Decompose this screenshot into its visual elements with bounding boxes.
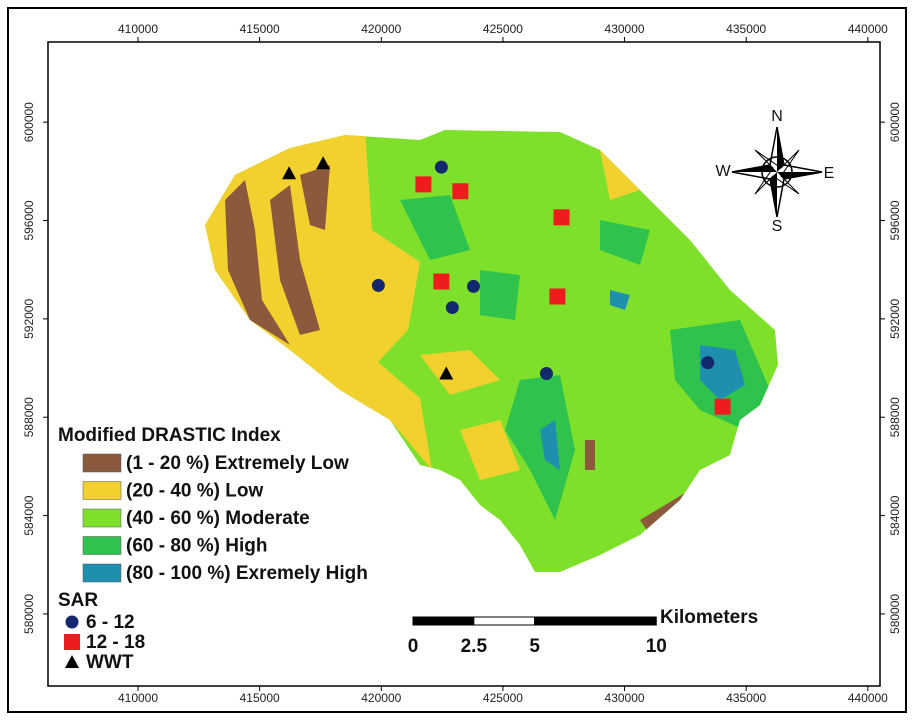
x-tick-label: 410000 [118,691,158,705]
legend-label: (1 - 20 %) Extremely Low [126,453,349,474]
y-tick-label: 600000 [22,102,36,142]
site-square [452,183,468,199]
site-square [415,176,431,192]
site-circle [435,161,448,174]
legend-swatch [83,537,121,555]
sar-legend-label: WWT [86,652,134,673]
y-tick-label: 584000 [888,495,902,535]
y-tick-label: 588000 [22,397,36,437]
scale-label: 2.5 [461,636,488,657]
x-tick-label: 420000 [361,22,401,36]
scale-segment [535,617,657,625]
legend-label: (20 - 40 %) Low [126,481,263,502]
x-tick-label: 435000 [726,22,766,36]
x-tick-label: 420000 [361,691,401,705]
legend-swatch [83,454,121,472]
sar-title: SAR [58,590,98,611]
page: N S E W Modified DRASTIC Index SAR Kilom… [0,0,914,722]
site-circle [701,356,714,369]
sar-legend-label: 6 - 12 [86,612,135,633]
site-circle [372,279,385,292]
site-circle [540,367,553,380]
y-tick-label: 596000 [888,200,902,240]
x-tick-label: 435000 [726,691,766,705]
x-tick-label: 430000 [605,691,645,705]
legend-label: (60 - 80 %) High [126,536,267,557]
y-tick-label: 592000 [888,299,902,339]
y-tick-label: 600000 [888,102,902,142]
x-tick-label: 415000 [240,22,280,36]
scale-label: 0 [408,636,419,657]
legend-swatch [83,509,121,527]
legend-label: (40 - 60 %) Moderate [126,508,310,529]
sar-legend-label: 12 - 18 [86,632,145,653]
legend-title: Modified DRASTIC Index [58,425,281,446]
site-square [433,274,449,290]
site-square [554,209,570,225]
x-tick-label: 440000 [848,691,888,705]
x-tick-label: 425000 [483,691,523,705]
y-tick-label: 592000 [22,299,36,339]
scale-label: 10 [646,636,667,657]
legend-symbol [66,616,79,629]
x-tick-label: 410000 [118,22,158,36]
x-tick-label: 415000 [240,691,280,705]
scale-segment [474,617,535,625]
y-tick-label: 580000 [22,594,36,634]
legend-swatch [83,482,121,500]
y-tick-label: 596000 [22,200,36,240]
legend-label: (80 - 100 %) Exremely High [126,563,368,584]
scale-label: 5 [529,636,540,657]
x-tick-label: 440000 [848,22,888,36]
compass-west: W [715,163,731,180]
legend-swatch [83,564,121,582]
compass-east: E [824,165,835,182]
site-square [549,289,565,305]
scale-unit: Kilometers [660,607,758,628]
y-tick-label: 584000 [22,495,36,535]
compass-south: S [772,218,783,235]
site-square [715,399,731,415]
legend-symbol [64,634,80,650]
x-tick-label: 425000 [483,22,523,36]
site-circle [446,301,459,314]
x-tick-label: 430000 [605,22,645,36]
site-circle [467,280,480,293]
y-tick-label: 588000 [888,397,902,437]
y-tick-label: 580000 [888,594,902,634]
compass-north: N [771,108,783,125]
map-figure: N S E W Modified DRASTIC Index SAR Kilom… [0,0,914,717]
scale-segment [413,617,474,625]
